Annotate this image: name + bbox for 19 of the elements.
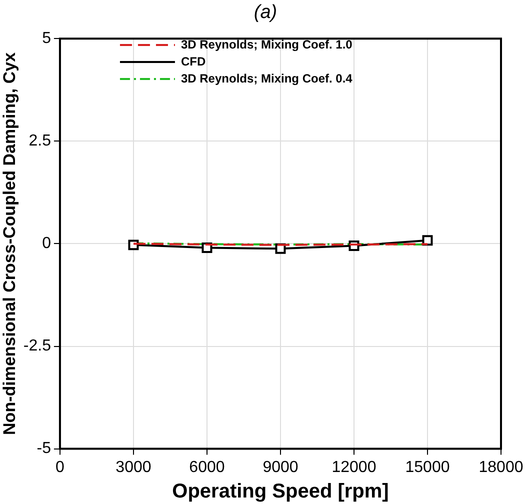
x-tick-label: 9000 (262, 458, 298, 476)
x-tick-label: 6000 (189, 458, 225, 476)
x-tick-label: 12000 (332, 458, 376, 476)
y-tick-label: 2.5 (28, 132, 52, 150)
y-tick-label: 5 (42, 30, 52, 48)
x-axis-title: Operating Speed [rpm] (172, 480, 389, 503)
x-tick-label: 18000 (478, 458, 524, 476)
x-tick-label: 3000 (116, 458, 152, 476)
point (422, 235, 433, 246)
legend-label: 3D Reynolds; Mixing Coef. 1.0 (180, 37, 353, 52)
chart-title: (a) (252, 2, 278, 24)
y-tick-label: 0 (42, 235, 52, 252)
y-axis-title: Non-dimensional Cross-Coupled Damping, Cyx (0, 52, 19, 435)
legend-label: CFD (180, 54, 206, 68)
y-tick-label: -2.5 (23, 338, 52, 355)
x-tick-label: 0 (56, 458, 65, 476)
legend-label: 3D Reynolds; Mixing Coef. 0.4 (180, 71, 353, 86)
y-tick-label: -5 (36, 440, 52, 458)
x-tick-label: 15000 (405, 458, 450, 476)
